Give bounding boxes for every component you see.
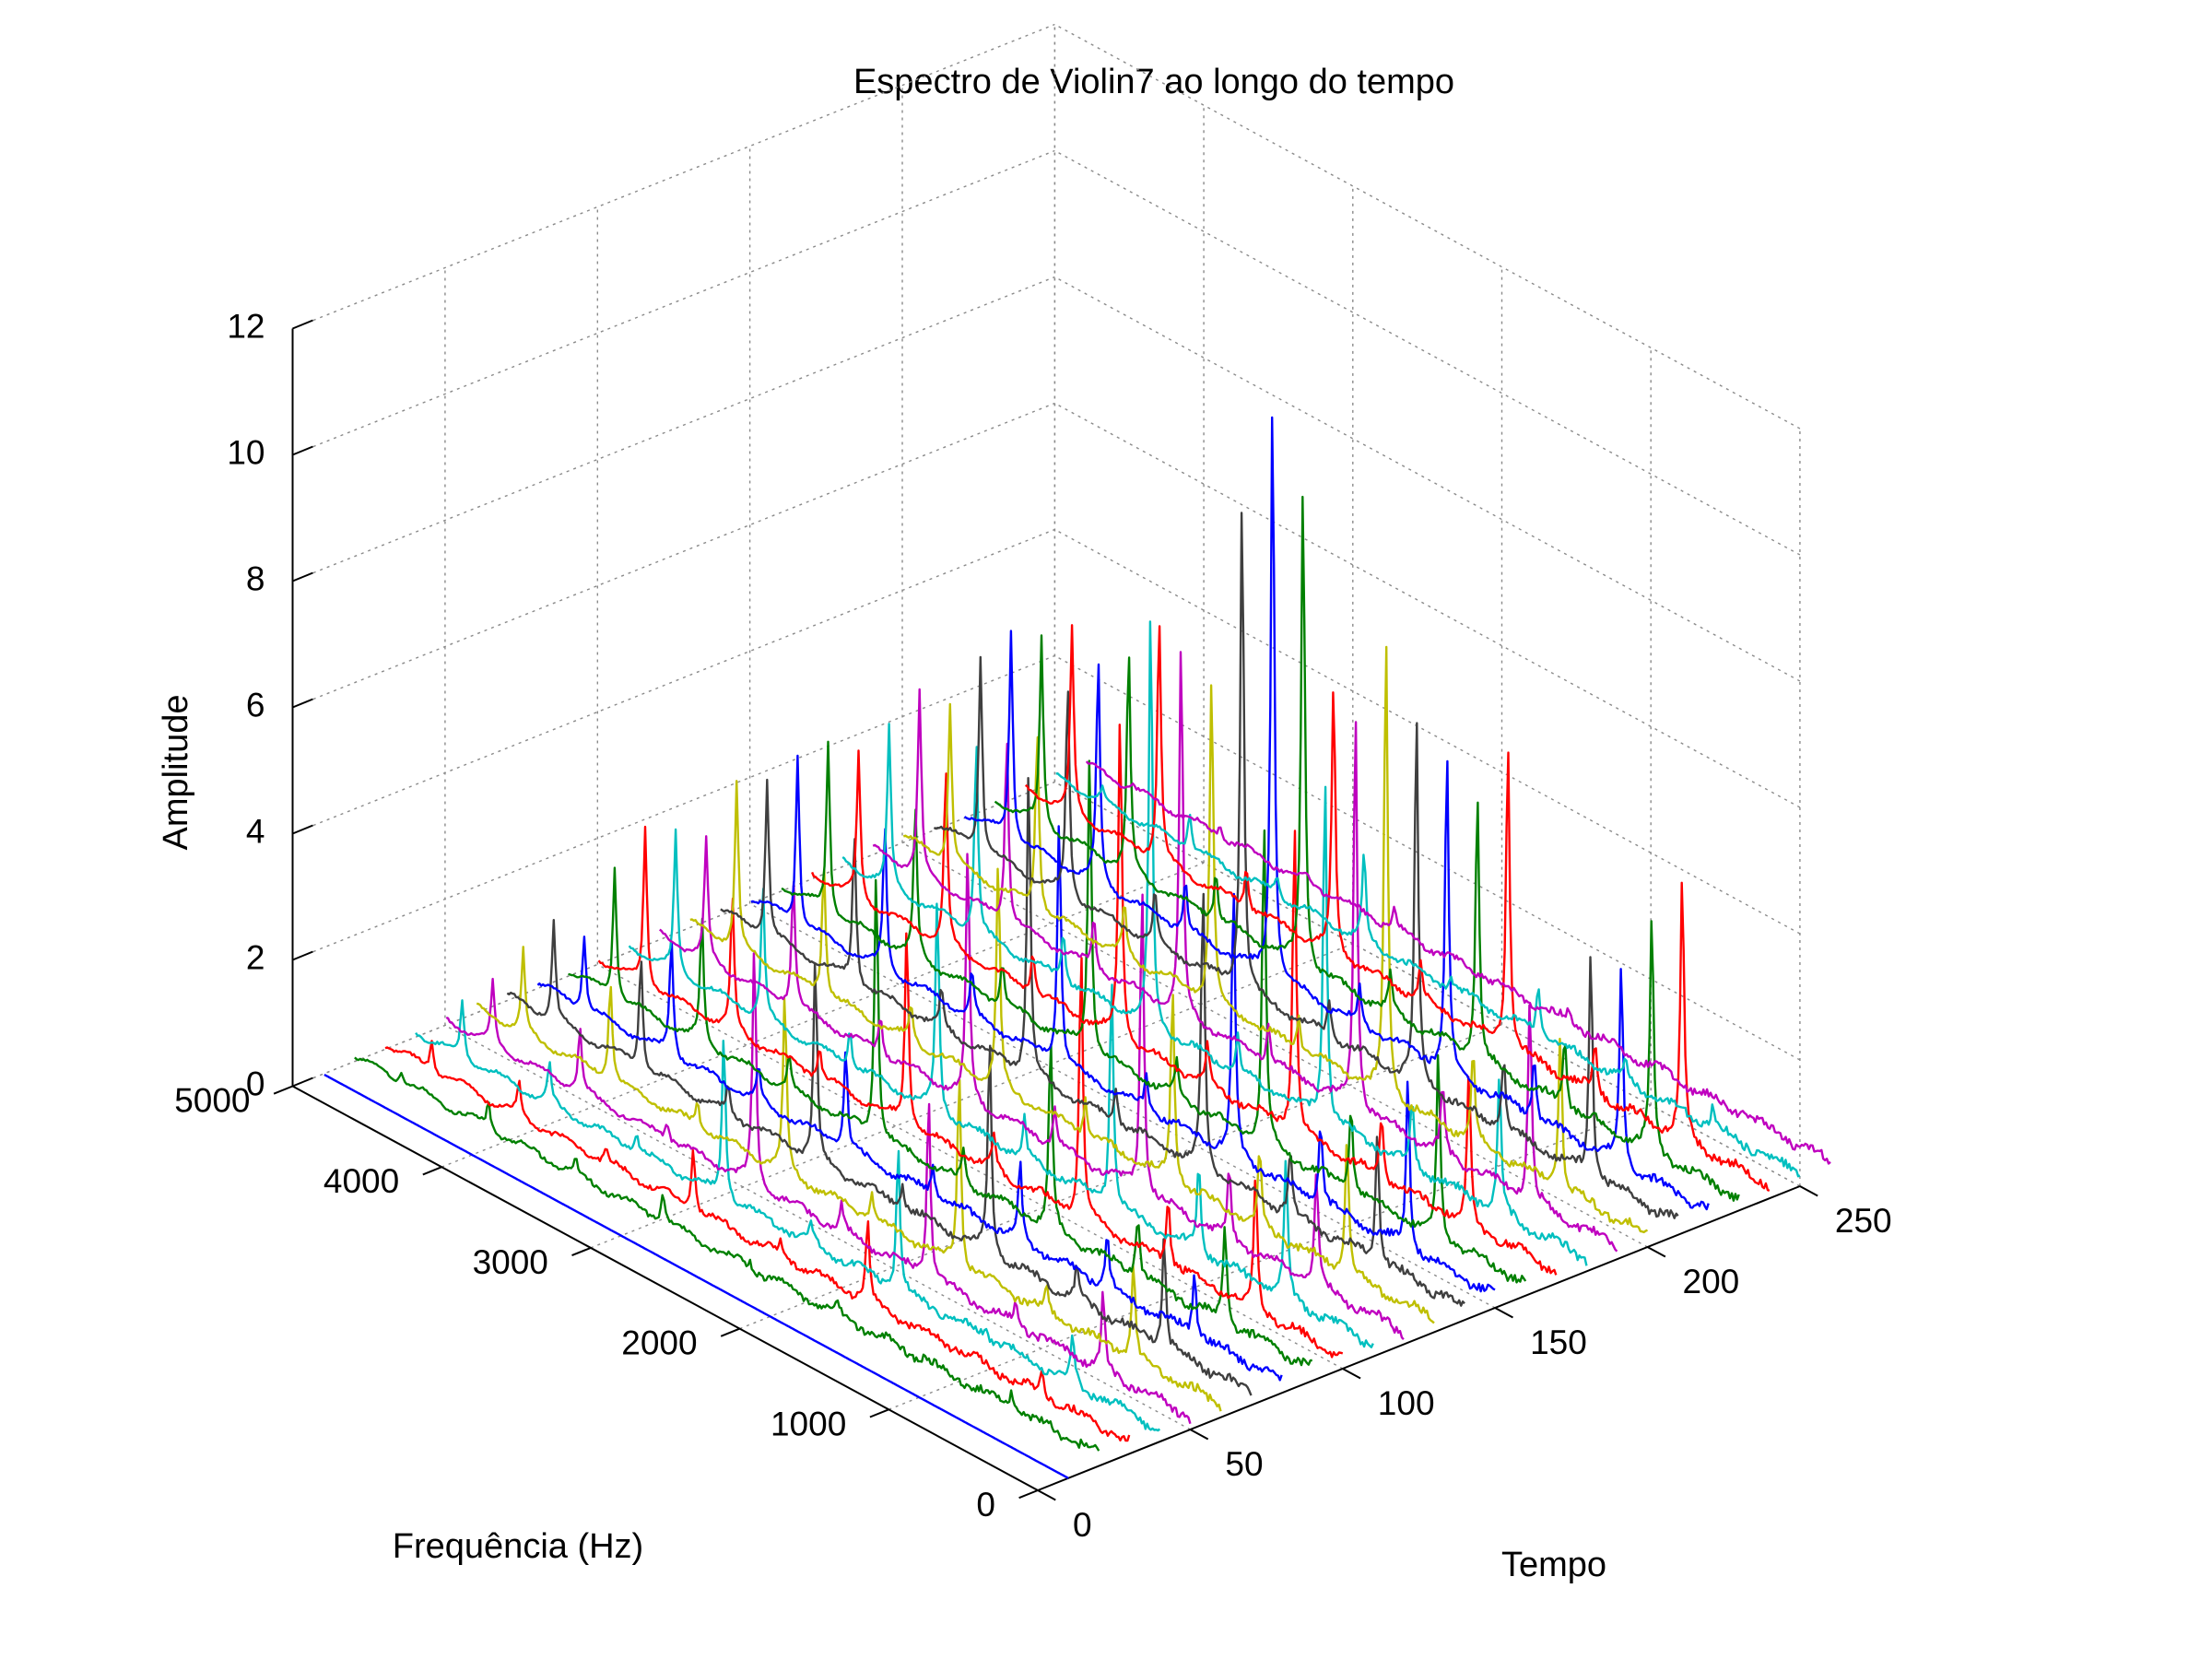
spectrum-line-t70 xyxy=(506,919,1253,1396)
z-tick-mark xyxy=(292,824,313,835)
tick-labels: 0100020003000400050000501001502002500246… xyxy=(174,308,1891,1545)
floor-grid-line xyxy=(749,902,1496,1309)
side-wall-grid-line xyxy=(1054,781,1801,1187)
z-tick-label: 10 xyxy=(227,434,265,472)
x-tick-mark xyxy=(273,1085,293,1095)
y-tick-label: 150 xyxy=(1530,1324,1587,1361)
spectrum-line-t120 xyxy=(659,835,1405,1341)
x-tick-label: 1000 xyxy=(771,1405,846,1442)
y-tick-mark xyxy=(1799,1185,1818,1197)
y-tick-label: 50 xyxy=(1225,1445,1263,1483)
y-tick-label: 0 xyxy=(1073,1506,1092,1544)
back-wall-grid-line xyxy=(292,149,1055,456)
y-tick-label: 200 xyxy=(1683,1263,1740,1300)
spectrum-line-t250 xyxy=(1055,772,1801,1178)
x-axis-line xyxy=(292,1085,1039,1491)
side-wall-grid-line xyxy=(1054,276,1801,682)
spectrum-line-t220 xyxy=(963,416,1710,1211)
x-axis-label: Frequência (Hz) xyxy=(393,1527,643,1566)
spectrum-line-t80 xyxy=(536,935,1283,1382)
spectrum-line-t160 xyxy=(781,740,1527,1284)
spectrum-line-t190 xyxy=(872,651,1618,1253)
z-tick-mark xyxy=(292,698,313,709)
back-wall-grid-line xyxy=(292,276,1055,582)
spectrum-line-t130 xyxy=(689,780,1435,1324)
x-tick-label: 4000 xyxy=(324,1162,399,1200)
x-tick-mark xyxy=(571,1246,592,1257)
spectrum-line-t90 xyxy=(568,866,1312,1367)
chart-title: Espectro de Violin7 ao longo do tempo xyxy=(853,63,1454,101)
side-wall-grid-line xyxy=(1054,654,1801,1061)
spectrum-line-t110 xyxy=(628,828,1374,1348)
y-tick-label: 100 xyxy=(1378,1384,1435,1422)
spectrum-line-t100 xyxy=(597,825,1344,1359)
y-tick-mark xyxy=(1494,1307,1513,1319)
spectrum-line-t40 xyxy=(415,999,1161,1432)
spectrum-line-t200 xyxy=(902,645,1648,1234)
z-tick-label: 0 xyxy=(246,1065,265,1103)
y-tick-mark xyxy=(1037,1489,1056,1501)
y-tick-mark xyxy=(1647,1246,1666,1258)
z-tick-mark xyxy=(292,950,313,961)
z-axis-label: Amplitude xyxy=(157,695,195,851)
x-tick-label: 2000 xyxy=(621,1324,697,1362)
spectrum-line-t140 xyxy=(720,777,1465,1307)
spectrum-line-t170 xyxy=(810,724,1558,1276)
z-tick-mark xyxy=(292,1077,313,1088)
x-tick-label: 0 xyxy=(976,1486,995,1524)
spectrum-line-t180 xyxy=(841,620,1588,1266)
z-tick-label: 12 xyxy=(227,308,265,346)
spectrum-line-t260 xyxy=(1085,760,1831,1165)
z-tick-label: 8 xyxy=(246,560,265,598)
spectrum-line-t210 xyxy=(933,512,1679,1219)
spectrum-line-t20 xyxy=(354,1056,1100,1452)
side-wall-grid-line xyxy=(1054,149,1801,556)
x-tick-mark xyxy=(422,1166,442,1176)
z-tick-mark xyxy=(292,319,313,330)
back-wall-grid-line xyxy=(292,402,1055,709)
spectrum-line-t230 xyxy=(994,495,1740,1202)
floor-grid-line xyxy=(444,1024,1191,1430)
spectrum-line-t240 xyxy=(1025,624,1771,1193)
z-tick-label: 2 xyxy=(246,939,265,977)
y-axis-label: Tempo xyxy=(1501,1546,1606,1584)
x-tick-label: 3000 xyxy=(473,1243,548,1281)
z-tick-label: 6 xyxy=(246,687,265,724)
spectrum-line-t30 xyxy=(384,1040,1131,1442)
spectrum-line-t60 xyxy=(476,946,1222,1412)
series-group xyxy=(324,416,1831,1479)
back-wall-grid-line xyxy=(292,528,1055,835)
y-tick-mark xyxy=(1342,1368,1361,1380)
spectrum-line-t150 xyxy=(750,754,1496,1293)
x-tick-mark xyxy=(869,1408,889,1418)
x-tick-mark xyxy=(720,1327,740,1337)
z-tick-mark xyxy=(292,445,313,456)
spectrum-line-t50 xyxy=(445,952,1192,1425)
side-wall-grid-line xyxy=(1054,23,1801,429)
x-tick-mark xyxy=(1018,1489,1039,1500)
side-wall-grid-line xyxy=(1054,528,1801,935)
z-tick-mark xyxy=(292,571,313,582)
spectrum-line-t10 xyxy=(324,1073,1069,1479)
side-wall-grid-line xyxy=(1054,402,1801,808)
y-axis-line xyxy=(1037,1185,1801,1491)
x-tick-label: 5000 xyxy=(174,1082,250,1120)
y-tick-label: 250 xyxy=(1835,1202,1892,1240)
axes xyxy=(273,319,1818,1501)
y-tick-mark xyxy=(1189,1429,1209,1441)
z-tick-label: 4 xyxy=(246,813,265,851)
